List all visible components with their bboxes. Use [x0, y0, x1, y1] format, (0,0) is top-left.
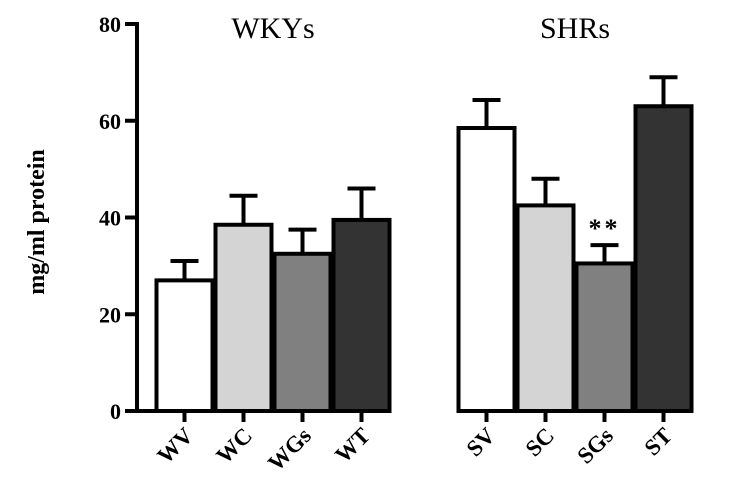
x-tick-label: WGs [263, 423, 316, 476]
y-axis-title: mg/ml protein [24, 149, 50, 295]
y-tick-label: 20 [99, 302, 121, 327]
y-tick-label: 40 [99, 206, 121, 231]
y-tick-label: 60 [99, 109, 121, 134]
bar-wv [154, 278, 215, 414]
bar-wc [213, 222, 274, 413]
y-tick-label: 0 [110, 399, 121, 424]
x-tick-label: ST [639, 423, 677, 461]
bar-wt [331, 217, 392, 413]
y-tick-label: 80 [99, 12, 121, 37]
bar-wgs [272, 251, 333, 413]
x-tick-label: SV [462, 423, 501, 462]
significance-marker: ** [589, 214, 621, 243]
x-tick-label: WT [330, 423, 375, 468]
bar-sc [515, 203, 576, 413]
x-tick-label: WV [152, 423, 198, 469]
bars [154, 75, 694, 414]
x-tick-label: WC [211, 423, 257, 469]
x-tick-label: SC [521, 423, 559, 461]
group-label: WKYs [231, 12, 314, 45]
bar-sv [456, 126, 517, 413]
x-tick-label: SGs [572, 423, 618, 469]
bar-st [633, 104, 694, 414]
bar-sgs [574, 261, 635, 413]
group-label: SHRs [540, 12, 610, 45]
